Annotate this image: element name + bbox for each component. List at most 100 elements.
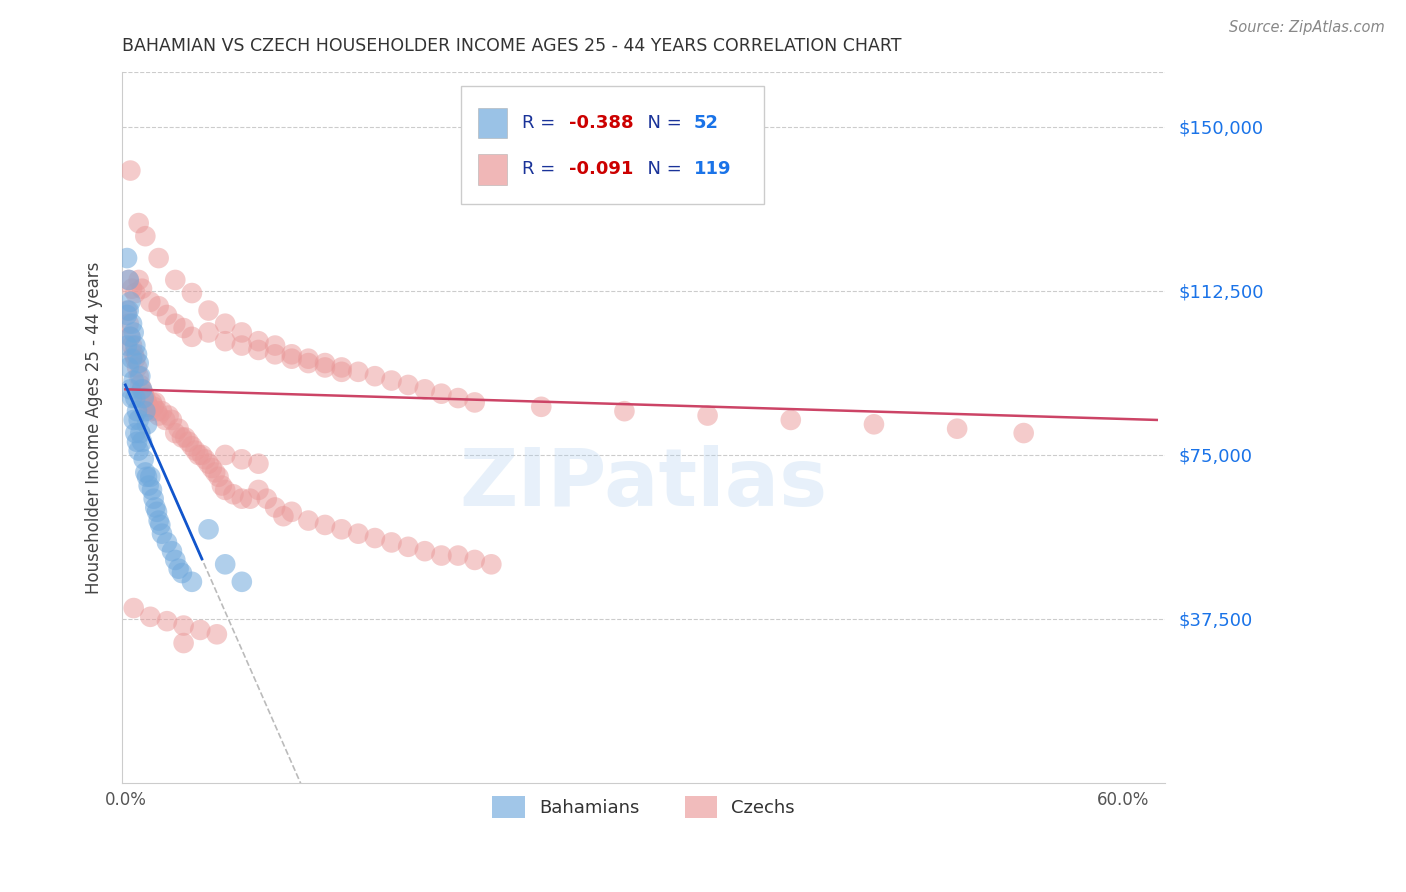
Point (264, 338, 287, 352)
Point (124, 351, 146, 366)
Point (330, 365, 353, 379)
Point (413, 544, 436, 558)
Point (170, 566, 193, 580)
Point (280, 351, 302, 366)
Point (129, 378, 152, 392)
Text: R =: R = (522, 114, 561, 132)
Point (115, 338, 138, 352)
Point (231, 326, 253, 340)
Point (464, 395, 486, 409)
Point (165, 317, 187, 331)
Text: N =: N = (637, 161, 688, 178)
Point (139, 294, 162, 309)
Point (124, 338, 146, 352)
Point (120, 330, 142, 344)
Text: 52: 52 (693, 114, 718, 132)
Point (347, 526, 370, 541)
Point (143, 500, 166, 515)
Point (214, 483, 236, 497)
Point (530, 400, 553, 414)
Point (165, 553, 187, 567)
Point (128, 413, 150, 427)
Point (150, 526, 173, 541)
Point (121, 282, 143, 296)
Point (214, 317, 236, 331)
Point (396, 378, 419, 392)
Point (148, 409, 170, 423)
Point (155, 413, 177, 427)
Point (201, 461, 224, 475)
Point (364, 369, 387, 384)
Point (148, 299, 170, 313)
Point (231, 491, 253, 506)
Point (118, 303, 141, 318)
Point (191, 448, 214, 462)
Point (122, 601, 145, 615)
Point (211, 478, 233, 492)
Point (174, 430, 197, 444)
Point (128, 273, 150, 287)
Point (157, 409, 180, 423)
Point (124, 391, 146, 405)
Point (396, 540, 419, 554)
Point (121, 391, 143, 405)
Point (138, 400, 160, 414)
Point (134, 466, 156, 480)
Point (118, 360, 141, 375)
Point (946, 422, 969, 436)
Point (121, 338, 143, 352)
Point (125, 404, 148, 418)
Point (247, 457, 270, 471)
Point (139, 609, 162, 624)
Point (124, 286, 146, 301)
Point (180, 286, 202, 301)
Point (128, 369, 150, 384)
Text: -0.388: -0.388 (568, 114, 633, 132)
Point (314, 517, 336, 532)
Point (121, 317, 143, 331)
Point (146, 404, 169, 418)
Point (297, 514, 319, 528)
Point (128, 443, 150, 458)
Point (188, 623, 211, 637)
Point (214, 558, 236, 572)
Point (139, 470, 162, 484)
Point (231, 338, 253, 352)
Point (167, 422, 190, 436)
Point (364, 531, 387, 545)
Text: R =: R = (522, 161, 561, 178)
Point (863, 417, 886, 432)
Point (131, 382, 153, 396)
Point (347, 365, 370, 379)
Point (297, 356, 319, 370)
Point (613, 404, 636, 418)
Point (134, 391, 156, 405)
Point (136, 395, 159, 409)
Point (264, 500, 287, 515)
Point (150, 404, 173, 418)
Point (231, 452, 253, 467)
Point (447, 549, 470, 563)
Point (128, 216, 150, 230)
Point (118, 317, 141, 331)
Point (264, 347, 287, 361)
Point (167, 562, 190, 576)
Point (160, 544, 183, 558)
Point (115, 303, 138, 318)
Point (1012, 425, 1035, 440)
Point (330, 360, 353, 375)
Legend: Bahamians, Czechs: Bahamians, Czechs (485, 789, 803, 825)
Point (148, 251, 170, 265)
Point (156, 308, 179, 322)
Point (131, 382, 153, 396)
Point (129, 425, 152, 440)
Point (128, 356, 150, 370)
Point (779, 413, 801, 427)
Point (314, 356, 336, 370)
Point (156, 614, 179, 628)
Text: -0.091: -0.091 (568, 161, 633, 178)
Point (118, 273, 141, 287)
Point (120, 294, 142, 309)
Point (173, 618, 195, 632)
Text: BAHAMIAN VS CZECH HOUSEHOLDER INCOME AGES 25 - 44 YEARS CORRELATION CHART: BAHAMIAN VS CZECH HOUSEHOLDER INCOME AGE… (122, 37, 901, 55)
